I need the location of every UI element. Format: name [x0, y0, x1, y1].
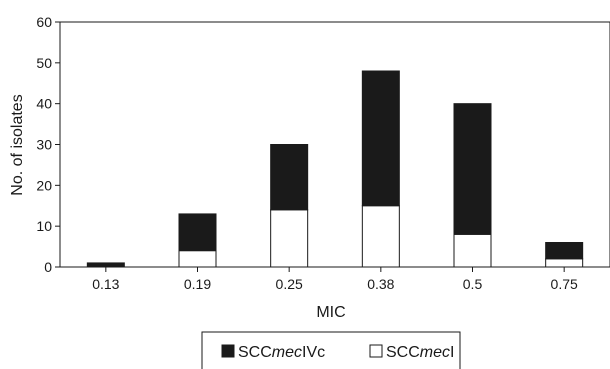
y-tick-label: 40 [36, 96, 52, 112]
x-tick-label: 0.25 [276, 276, 303, 292]
legend-swatch [369, 344, 383, 358]
y-tick-label: 50 [36, 55, 52, 71]
bar-segment-scc-mec-ivc [270, 144, 309, 211]
legend-box [201, 331, 461, 369]
legend-label: SCCmecIVc [238, 344, 325, 361]
legend-swatch [221, 344, 235, 358]
bar-segment-scc-mec-i [453, 233, 492, 268]
bar-segment-scc-mec-i [545, 258, 584, 268]
y-axis-label: No. of isolates [9, 94, 26, 195]
bar-segment-scc-mec-ivc [453, 103, 492, 235]
x-tick-label: 0.19 [184, 276, 211, 292]
bar-segment-scc-mec-i [361, 205, 400, 268]
y-tick-label: 60 [36, 14, 52, 30]
bar-segment-scc-mec-ivc [545, 242, 584, 260]
x-tick-label: 0.38 [367, 276, 394, 292]
legend: SCCmecIVc SCCmecI [201, 331, 461, 369]
y-axis: 0 10 20 30 40 50 60 [36, 14, 60, 275]
y-tick-label: 30 [36, 137, 52, 153]
bar-segment-scc-mec-i [270, 209, 309, 268]
plot-area [59, 21, 610, 268]
x-axis-label: MIC [316, 304, 345, 321]
legend-label: SCCmecI [386, 344, 454, 361]
x-tick-label: 0.5 [463, 276, 483, 292]
x-tick-label: 0.13 [92, 276, 119, 292]
bar-segment-scc-mec-i [178, 250, 217, 268]
bar-segment-scc-mec-ivc [361, 70, 400, 207]
y-tick-label: 20 [36, 177, 52, 193]
bar-segment-scc-mec-ivc [86, 262, 125, 268]
bar-segment-scc-mec-ivc [178, 213, 217, 252]
x-tick-label: 0.75 [551, 276, 578, 292]
y-tick-label: 0 [44, 259, 52, 275]
x-axis: 0.13 0.19 0.25 0.38 0.5 0.75 [92, 267, 578, 292]
y-tick-label: 10 [36, 218, 52, 234]
plot-frame [59, 21, 610, 268]
